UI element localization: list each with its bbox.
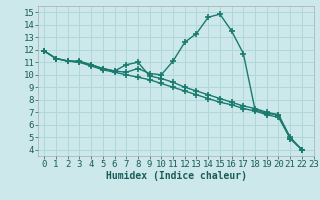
X-axis label: Humidex (Indice chaleur): Humidex (Indice chaleur): [106, 171, 246, 181]
